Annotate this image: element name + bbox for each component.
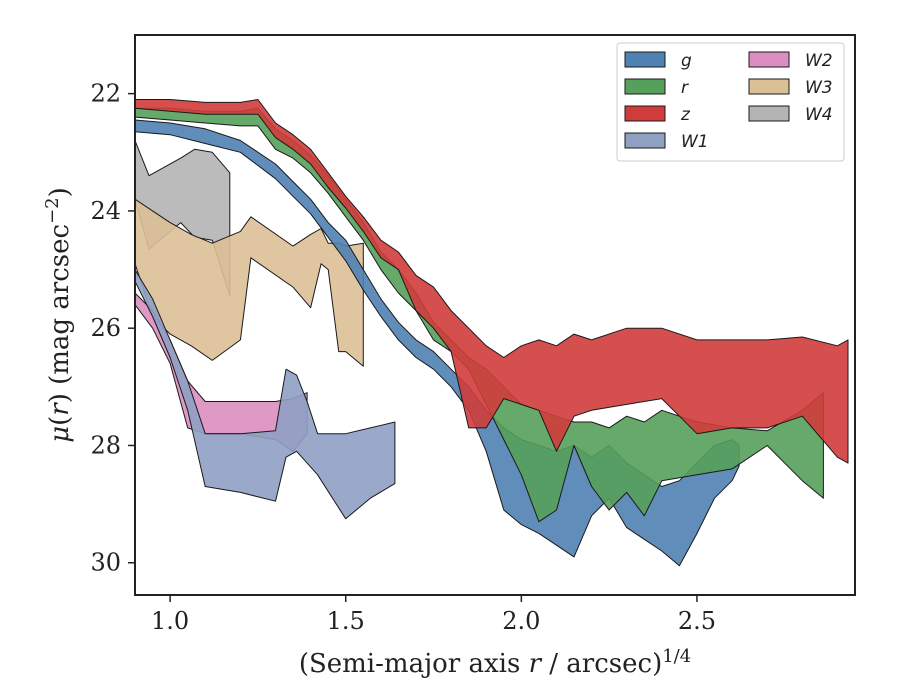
y-axis-label: μ(r) (mag arcsec−2) bbox=[42, 187, 76, 443]
band-g bbox=[135, 119, 740, 567]
y-tick-label: 24 bbox=[90, 197, 121, 225]
legend-box bbox=[616, 42, 845, 162]
x-tick-label: 2.5 bbox=[678, 607, 716, 635]
x-tick-label: 2.0 bbox=[502, 607, 540, 635]
band-z bbox=[135, 99, 849, 464]
legend-label-r: r bbox=[681, 78, 689, 98]
y-tick-label: 30 bbox=[90, 549, 121, 577]
band-w1 bbox=[135, 269, 396, 520]
legend-label-w4: W4 bbox=[805, 105, 833, 125]
band-w3 bbox=[135, 198, 364, 367]
legend-swatch-g bbox=[624, 51, 666, 68]
axis-ticks: 1.0 1.5 2.0 2.5 22 24 26 28 30 bbox=[90, 80, 716, 635]
y-tick-label: 28 bbox=[90, 431, 121, 459]
legend-swatch-w3 bbox=[748, 78, 790, 95]
x-axis-label: (Semi-major axis r / arcsec)1/4 bbox=[299, 646, 691, 680]
legend: grz W1 W2 W3 W4 bbox=[616, 42, 845, 162]
legend-swatch-w2 bbox=[748, 51, 790, 68]
y-tick-label: 26 bbox=[90, 314, 121, 342]
plot-areas bbox=[135, 99, 849, 567]
legend-swatch-r bbox=[624, 78, 666, 95]
legend-swatch-w4 bbox=[748, 105, 790, 122]
legend-label-w2: W2 bbox=[805, 51, 833, 71]
legend-swatch-w1 bbox=[624, 132, 666, 149]
x-tick-label: 1.5 bbox=[327, 607, 365, 635]
legend-swatch-z bbox=[624, 105, 666, 122]
x-tick-label: 1.0 bbox=[151, 607, 189, 635]
y-tick-label: 22 bbox=[90, 80, 121, 108]
legend-label-w3: W3 bbox=[805, 78, 833, 98]
legend-label-g: g bbox=[681, 51, 692, 71]
plot-frame bbox=[134, 34, 856, 596]
legend-label-w1: W1 bbox=[681, 132, 709, 152]
legend-label-z: z bbox=[680, 105, 691, 125]
